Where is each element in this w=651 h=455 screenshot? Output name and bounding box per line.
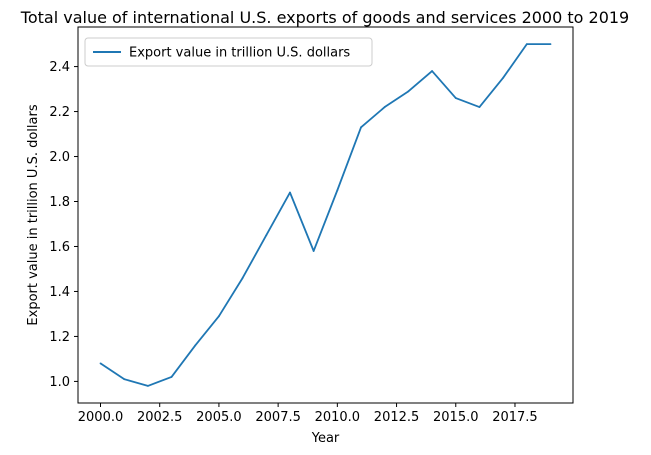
y-tick-label: 2.2 [49,105,70,120]
x-tick-label: 2007.5 [255,410,301,425]
data-point [454,97,457,99]
data-point [241,277,244,279]
legend-label: Export value in trillion U.S. dollars [129,46,350,61]
data-point [360,126,362,129]
x-tick-label: 2012.5 [374,410,420,425]
data-point [383,106,386,108]
data-point [123,378,126,381]
y-tick-label: 1.0 [49,375,70,390]
x-tick-label: 2005.0 [196,410,242,425]
data-point [525,43,528,45]
data-point [312,250,315,252]
data-point [218,315,220,318]
data-point [265,234,268,237]
plot-area [78,27,573,403]
data-point [407,90,410,93]
data-point [146,385,149,387]
x-tick-label: 2000.0 [78,410,124,425]
legend: Export value in trillion U.S. dollars [84,37,373,67]
x-tick-label: 2010.0 [315,410,361,425]
data-point [194,344,197,347]
x-tick-label: 2015.0 [433,410,479,425]
x-axis-label: Year [311,431,340,446]
plot-frame [77,26,574,404]
data-point [502,76,505,79]
y-tick-label: 1.4 [49,285,70,300]
chart-title: Total value of international U.S. export… [20,8,629,27]
series-line [100,43,551,387]
legend-box [84,37,373,67]
y-tick-label: 2.4 [49,60,70,75]
y-axis-label: Export value in trillion U.S. dollars [26,104,41,325]
x-tick-label: 2002.5 [137,410,183,425]
data-point [99,362,102,365]
y-tick-label: 1.2 [49,330,70,345]
data-point [289,191,291,194]
data-point [478,106,481,108]
data-point [549,43,552,45]
y-axis: 1.0 1.2 1.4 1.6 1.8 2.0 2.2 2.4 [49,60,78,390]
data-point [336,189,339,192]
x-tick-label: 2017.5 [492,410,538,425]
y-tick-label: 2.0 [49,150,70,165]
y-tick-label: 1.8 [49,195,70,210]
data-point [431,70,433,72]
y-tick-label: 1.6 [49,240,70,255]
x-axis: 2000.0 2002.5 2005.0 2007.5 2010.0 2012.5 2015… [78,403,538,425]
data-point [170,376,173,378]
series-layer [99,43,552,387]
